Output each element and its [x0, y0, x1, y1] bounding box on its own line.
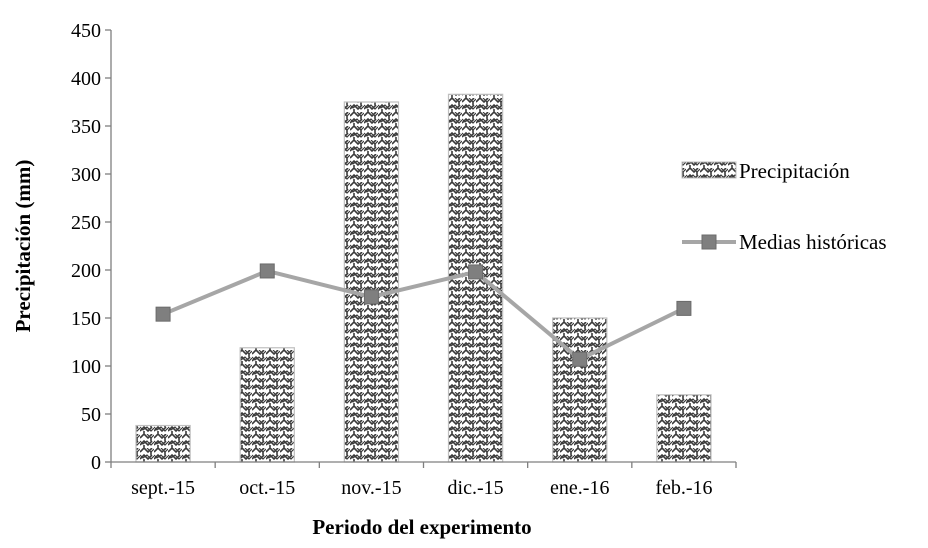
y-axis-title: Precipitación (mm): [11, 160, 35, 333]
y-tick-label: 300: [71, 164, 101, 186]
legend-swatch-marker-medias: [701, 234, 717, 250]
x-tick-label: sept.-15: [131, 477, 195, 499]
bar-precipitacion: [552, 317, 608, 463]
bar-precipitacion: [239, 347, 295, 463]
marker-medias-historicas: [259, 263, 275, 279]
x-tick-label: feb.-16: [655, 477, 712, 499]
y-tick-label: 50: [81, 404, 101, 426]
y-tick-label: 150: [71, 308, 101, 330]
x-tick-label: nov.-15: [341, 477, 401, 499]
x-tick-label: dic.-15: [448, 477, 504, 499]
marker-medias-historicas: [363, 289, 379, 305]
x-tick-label: oct.-15: [239, 477, 295, 499]
y-tick-label: 200: [71, 260, 101, 282]
legend-swatch-precipitacion: [681, 161, 737, 179]
y-tick-label: 350: [71, 116, 101, 138]
y-tick-label: 0: [91, 452, 101, 474]
y-tick-label: 100: [71, 356, 101, 378]
line-medias-historicas: [162, 268, 685, 362]
x-axis-title: Periodo del experimento: [312, 515, 531, 539]
y-tick-label: 450: [71, 20, 101, 42]
x-tick-label: ene.-16: [550, 477, 609, 499]
marker-medias-historicas: [155, 306, 171, 322]
legend-label-medias-historicas: Medias históricas: [739, 230, 887, 254]
bar-precipitacion: [656, 394, 712, 463]
y-tick-label: 250: [71, 212, 101, 234]
marker-medias-historicas: [468, 264, 484, 280]
legend-label-precipitacion: Precipitación: [739, 159, 850, 183]
plot-area: 0 50 100 150 200 250 300 350 400 450 sept.-15 oct.-…: [71, 20, 737, 499]
bar-precipitacion: [135, 424, 191, 463]
bar-precipitacion: [343, 101, 400, 463]
marker-medias-historicas: [572, 351, 588, 367]
marker-medias-historicas: [676, 300, 692, 316]
y-tick-label: 400: [71, 68, 101, 90]
legend: Precipitación Medias históricas: [681, 159, 887, 254]
